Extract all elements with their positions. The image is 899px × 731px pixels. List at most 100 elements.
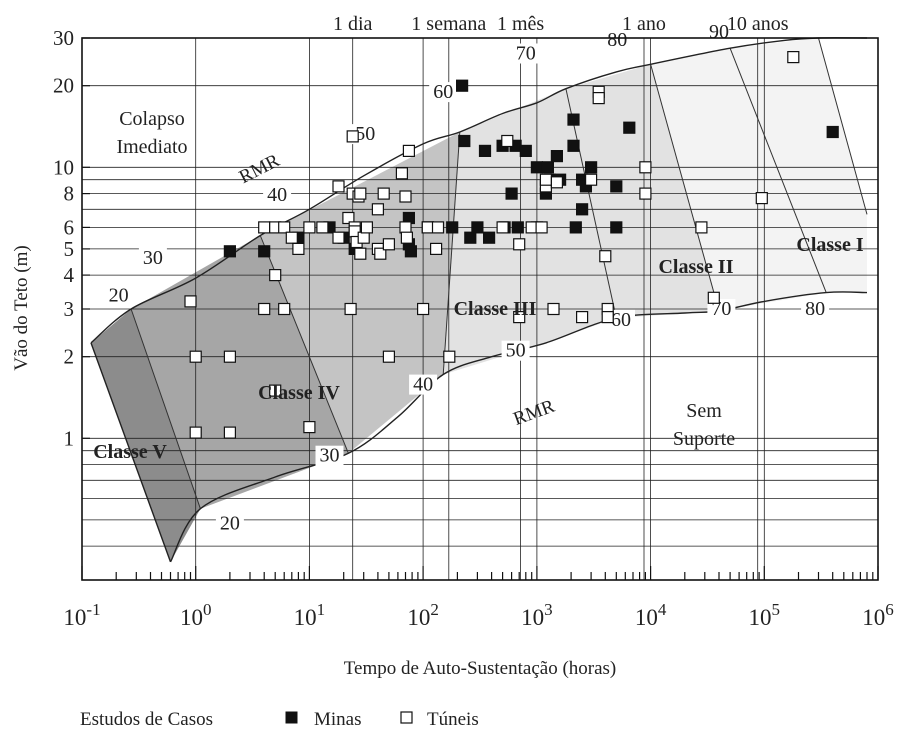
- x-tick-exponent: 1: [317, 600, 326, 619]
- tunel-point: [496, 221, 509, 234]
- classe-i-label: Classe I: [796, 234, 863, 256]
- tunel-point: [354, 247, 367, 260]
- rmr-lower-value-label: 50: [506, 340, 526, 362]
- legend-title: Estudos de Casos: [80, 709, 213, 730]
- x-tick-label: 104: [635, 600, 667, 630]
- tunel-point: [513, 311, 526, 324]
- tunel-point: [189, 426, 202, 439]
- rmr-lower-value-label-bg: [501, 340, 530, 361]
- tunel-point: [513, 238, 526, 251]
- tunel-point: [316, 221, 329, 234]
- rmr-lower-value-label: 40: [413, 374, 433, 396]
- rmr-upper-value-label-bg: [603, 30, 632, 51]
- rmr-upper-value-label: 20: [109, 284, 129, 306]
- rmr-upper-value-label-bg: [511, 43, 540, 64]
- class-divider-line: [729, 48, 827, 293]
- mina-point: [458, 134, 471, 148]
- tunel-point: [501, 134, 514, 148]
- x-tick-base: 10: [749, 605, 772, 630]
- mina-point: [567, 113, 580, 126]
- mina-point: [530, 161, 544, 174]
- top-time-label: 1 dia: [333, 13, 373, 35]
- tunel-point: [417, 302, 430, 316]
- tunel-point: [269, 269, 282, 282]
- mina-point: [541, 161, 555, 174]
- rmr-lower-value-label: 60: [611, 309, 631, 331]
- x-tick-label: 103: [521, 600, 553, 630]
- tunel-point: [695, 221, 708, 234]
- y-axis-title: Vão do Teto (m): [11, 245, 32, 371]
- mina-point: [446, 221, 459, 234]
- tunel-point: [223, 426, 236, 439]
- tunel-point: [755, 192, 768, 205]
- rmr-upper-label: RMR: [236, 150, 283, 188]
- rmr-upper-value-label: 80: [607, 29, 627, 51]
- tunel-point: [639, 187, 652, 200]
- mina-point: [471, 221, 484, 234]
- tunel-point: [535, 221, 548, 234]
- tunel-point: [377, 187, 390, 200]
- mina-point: [550, 150, 564, 163]
- tunel-point: [395, 167, 408, 180]
- tunel-point: [400, 231, 413, 244]
- region-classe-i: [650, 38, 867, 311]
- tunel-point: [421, 221, 434, 234]
- rmr-lower-label: RMR: [511, 396, 558, 430]
- tunel-point: [575, 311, 589, 324]
- tunel-point: [547, 302, 560, 316]
- class-divider-line: [818, 37, 868, 215]
- mina-point: [575, 203, 589, 216]
- colapso-label-line2: Imediato: [116, 136, 187, 158]
- mina-point: [567, 139, 580, 152]
- mina-point: [505, 187, 518, 200]
- classe-iv-label: Classe IV: [258, 382, 340, 404]
- rmr-lower-value-label-bg: [315, 445, 344, 466]
- x-tick-base: 10: [294, 605, 317, 630]
- mina-point: [404, 245, 417, 258]
- x-tick-exponent: 3: [544, 600, 553, 619]
- rmr-lower-value-label-bg: [801, 299, 830, 319]
- tunel-point: [344, 302, 357, 316]
- tunel-point: [601, 311, 614, 324]
- grid: [82, 38, 878, 580]
- rmr-upper-value-label-bg: [263, 185, 292, 206]
- y-tick-label: 2: [64, 345, 75, 369]
- tunel-point: [399, 190, 412, 203]
- x-tick-exponent: 2: [430, 600, 439, 619]
- rmr-lower-value-label-bg: [607, 309, 635, 330]
- tunel-point: [382, 350, 395, 363]
- tunel-point: [303, 221, 316, 234]
- x-tick-exponent: 6: [885, 600, 894, 619]
- y-tick-label: 20: [53, 74, 74, 98]
- x-tick-label: 100: [180, 600, 212, 630]
- tunel-point: [278, 302, 291, 316]
- class-divider-line: [442, 131, 461, 375]
- tunel-point: [269, 384, 282, 397]
- mina-point: [610, 180, 623, 193]
- x-tick-base: 10: [635, 605, 658, 630]
- tunel-point: [443, 350, 456, 363]
- mina-point: [464, 231, 477, 244]
- rmr-upper-value-label-bg: [104, 285, 133, 306]
- x-tick-base: 10: [407, 605, 430, 630]
- x-tick-base: 10: [521, 605, 544, 630]
- legend-tuneis-label: Túneis: [427, 709, 479, 730]
- tunel-point: [399, 221, 412, 234]
- y-tick-label: 8: [64, 182, 75, 206]
- y-tick-label: 1: [64, 426, 75, 450]
- x-tick-base: 10: [180, 605, 203, 630]
- colapso-label-line1: Colapso: [119, 108, 185, 130]
- x-tick-exponent: 0: [203, 600, 212, 619]
- tunel-point: [278, 221, 291, 234]
- tunel-point: [539, 173, 553, 186]
- mina-point: [826, 125, 839, 139]
- mina-point: [610, 221, 623, 234]
- y-tick-label: 30: [53, 26, 74, 50]
- rmr-upper-value-label-bg: [138, 247, 167, 268]
- legend: Estudos de Casos Minas Túneis: [80, 709, 479, 730]
- y-tick-label: 6: [64, 215, 75, 239]
- mina-point: [483, 231, 496, 244]
- tunel-point: [371, 203, 384, 216]
- rmr-lower-value-label-bg: [707, 299, 736, 319]
